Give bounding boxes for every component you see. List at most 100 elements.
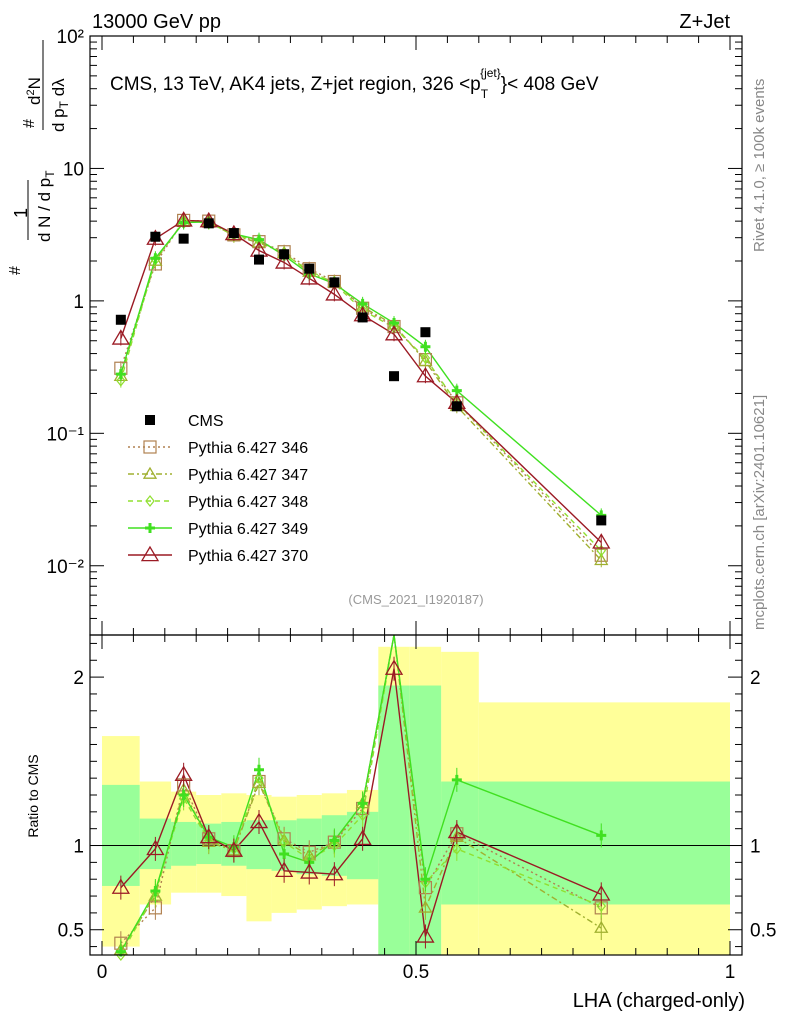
marker [254, 764, 264, 775]
marker [111, 878, 130, 894]
marker [249, 812, 269, 829]
x-tick-label: 0 [97, 962, 108, 983]
legend-marker-cms [145, 415, 155, 425]
svg-text:1: 1 [11, 208, 31, 218]
cms-data-point [178, 233, 189, 244]
band-inner-bin [171, 821, 197, 866]
legend-label: Pythia 6.427 348 [188, 494, 308, 511]
cms-data-point [596, 515, 607, 526]
marker [300, 269, 319, 285]
band-inner-bin [102, 784, 140, 886]
marker [254, 772, 264, 785]
ratio-tick-label-right: 1 [750, 837, 761, 858]
header-left: 13000 GeV pp [92, 11, 221, 33]
svg-text:#: # [7, 266, 24, 275]
marker [416, 927, 435, 943]
marker [420, 341, 431, 352]
marker [592, 533, 611, 549]
y-axis-label-main: # 1 d N / d pT # d2N d pT dλ [7, 40, 71, 275]
marker [420, 352, 431, 365]
ratio-tick-label-right: 2 [750, 668, 761, 689]
marker [150, 886, 161, 896]
axis-ticks: 10⁻² 10⁻¹ 1 10 10² 0.5 0.5 1 1 2 2 0 0.5 1 [47, 27, 777, 983]
rivet-label: Rivet 4.1.0, ≥ 100k events [751, 79, 768, 252]
marker [596, 900, 607, 913]
plot-title: CMS, 13 TeV, AK4 jets, Z+jet region, 326… [110, 66, 599, 101]
y-tick-label: 10 [63, 159, 84, 180]
marker [416, 366, 435, 383]
marker [596, 544, 607, 557]
svg-text:d N / d pT: d N / d pT [35, 170, 57, 242]
uncertainty-bands [90, 646, 742, 955]
marker [142, 466, 158, 479]
cms-data-point [254, 254, 264, 265]
marker [279, 848, 290, 859]
marker [418, 353, 433, 367]
marker [224, 841, 244, 857]
y-axis-label-ratio: Ratio to CMS [25, 754, 41, 837]
marker [274, 861, 294, 878]
marker [325, 285, 344, 301]
marker [357, 798, 368, 809]
cms-data-point [203, 218, 214, 229]
marker [451, 774, 462, 785]
cms-data-point [357, 312, 368, 323]
marker [420, 874, 431, 885]
marker [116, 949, 126, 961]
cms-data-point [115, 314, 126, 325]
marker [145, 495, 155, 507]
y-tick-label: 1 [73, 292, 84, 313]
marker [174, 211, 193, 227]
marker [274, 253, 294, 269]
series-line-ratio [120, 634, 602, 952]
svg-text:#: # [21, 119, 38, 128]
marker [592, 885, 611, 901]
y-tick-label: 10² [57, 27, 84, 48]
legend-label: Pythia 6.427 370 [188, 548, 308, 565]
marker [596, 830, 607, 841]
ratio-tick-label-right: 0.5 [750, 921, 776, 942]
x-axis-label: LHA (charged-only) [573, 990, 745, 1012]
cms-data-point [150, 231, 161, 242]
legend-label-cms: CMS [188, 413, 224, 430]
marker [199, 827, 218, 844]
band-inner-bin [441, 781, 479, 905]
marker [353, 829, 372, 846]
x-tick-label: 0.5 [403, 962, 429, 983]
marker [178, 790, 189, 800]
marker [594, 920, 609, 933]
legend-label: Pythia 6.427 347 [188, 467, 308, 484]
series-line-ratio [120, 668, 602, 937]
marker [357, 809, 368, 822]
marker [111, 329, 130, 345]
cms-data-point [228, 228, 239, 239]
band-inner-bin [478, 781, 730, 905]
marker [329, 835, 340, 846]
header-right: Z+Jet [679, 11, 730, 33]
legend-label: Pythia 6.427 346 [188, 440, 308, 457]
marker [384, 659, 404, 675]
analysis-label: (CMS_2021_I1920187) [348, 592, 483, 607]
data-markers [111, 211, 611, 961]
marker [140, 545, 160, 562]
cms-data-point [451, 401, 462, 412]
marker [418, 900, 433, 913]
marker [174, 765, 193, 782]
ratio-tick-label-left: 2 [73, 668, 84, 689]
cms-data-point [279, 249, 290, 260]
marker [384, 324, 404, 341]
mcplots-label: mcplots.cern.ch [arXiv:2401.10621] [751, 395, 768, 630]
marker [452, 842, 462, 855]
y-tick-label: 10⁻¹ [47, 424, 85, 445]
x-tick-label: 1 [725, 962, 736, 983]
cms-data-point [389, 371, 400, 382]
marker [115, 369, 126, 380]
legend-label: Pythia 6.427 349 [188, 521, 308, 538]
cms-data-point [329, 277, 340, 288]
marker [143, 440, 157, 454]
marker [325, 864, 344, 881]
legend: CMS Pythia 6.427 346 Pythia 6.427 347 Pythi… [128, 413, 308, 565]
cms-data-point [420, 327, 431, 338]
marker [447, 822, 466, 839]
